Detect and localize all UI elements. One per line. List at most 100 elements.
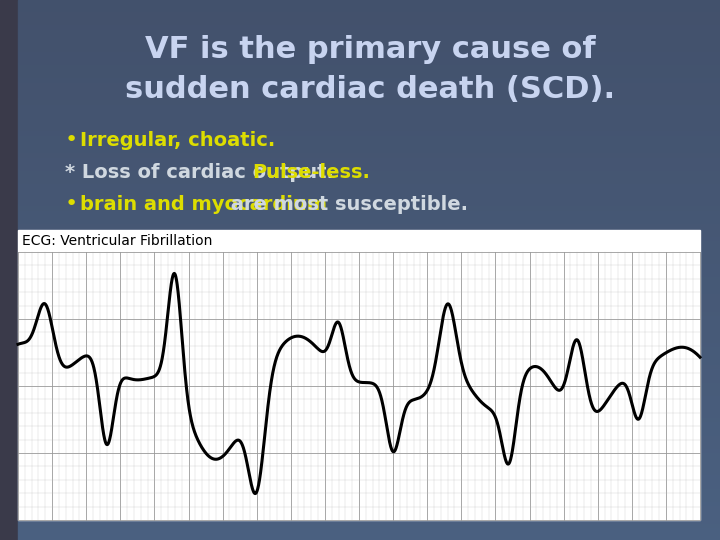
- Bar: [18, 247, 720, 248]
- Bar: [18, 20, 720, 21]
- Bar: [18, 423, 720, 424]
- Bar: [18, 85, 720, 86]
- Bar: [18, 298, 720, 299]
- Bar: [18, 505, 720, 506]
- Bar: [18, 86, 720, 87]
- Bar: [18, 54, 720, 55]
- Bar: [18, 500, 720, 501]
- Bar: [18, 47, 720, 48]
- Bar: [18, 147, 720, 148]
- Bar: [18, 198, 720, 199]
- Bar: [18, 420, 720, 421]
- Bar: [18, 111, 720, 112]
- Bar: [18, 245, 720, 246]
- Bar: [18, 184, 720, 185]
- Bar: [18, 114, 720, 115]
- Bar: [18, 248, 720, 249]
- Bar: [18, 170, 720, 171]
- Bar: [18, 371, 720, 372]
- Bar: [18, 317, 720, 318]
- Bar: [18, 187, 720, 188]
- Bar: [18, 269, 720, 270]
- Bar: [18, 270, 720, 271]
- Bar: [18, 177, 720, 178]
- Bar: [18, 440, 720, 441]
- Bar: [18, 534, 720, 535]
- Bar: [18, 431, 720, 432]
- Bar: [18, 71, 720, 72]
- Text: •: •: [65, 130, 78, 150]
- Bar: [18, 55, 720, 56]
- Bar: [18, 379, 720, 380]
- Bar: [18, 136, 720, 137]
- Bar: [18, 297, 720, 298]
- Bar: [18, 442, 720, 443]
- Bar: [18, 91, 720, 92]
- Bar: [18, 133, 720, 134]
- Bar: [18, 396, 720, 397]
- Bar: [18, 335, 720, 336]
- Bar: [18, 255, 720, 256]
- Bar: [18, 339, 720, 340]
- Bar: [18, 472, 720, 473]
- Bar: [18, 509, 720, 510]
- Bar: [18, 158, 720, 159]
- Bar: [18, 145, 720, 146]
- Bar: [18, 40, 720, 41]
- Bar: [18, 344, 720, 345]
- Bar: [18, 512, 720, 513]
- Bar: [18, 406, 720, 407]
- Bar: [18, 493, 720, 494]
- Bar: [18, 226, 720, 227]
- Bar: [18, 491, 720, 492]
- Bar: [18, 174, 720, 175]
- Bar: [18, 424, 720, 425]
- Bar: [18, 199, 720, 200]
- Bar: [18, 35, 720, 36]
- Bar: [18, 365, 720, 366]
- Bar: [18, 165, 720, 166]
- Bar: [18, 533, 720, 534]
- Bar: [18, 383, 720, 384]
- Bar: [18, 246, 720, 247]
- Bar: [18, 320, 720, 321]
- Bar: [18, 380, 720, 381]
- Bar: [18, 536, 720, 537]
- Bar: [18, 484, 720, 485]
- Bar: [18, 16, 720, 17]
- Bar: [18, 15, 720, 16]
- Bar: [18, 286, 720, 287]
- Bar: [18, 482, 720, 483]
- Bar: [18, 487, 720, 488]
- Bar: [18, 330, 720, 331]
- Bar: [18, 501, 720, 502]
- Bar: [18, 325, 720, 326]
- Bar: [18, 490, 720, 491]
- Bar: [18, 479, 720, 480]
- Bar: [18, 315, 720, 316]
- Bar: [18, 43, 720, 44]
- Bar: [18, 52, 720, 53]
- Bar: [18, 407, 720, 408]
- Bar: [18, 271, 720, 272]
- Bar: [18, 130, 720, 131]
- Bar: [18, 436, 720, 437]
- Bar: [18, 112, 720, 113]
- Bar: [18, 361, 720, 362]
- Bar: [18, 422, 720, 423]
- Bar: [18, 510, 720, 511]
- Bar: [18, 8, 720, 9]
- Bar: [18, 527, 720, 528]
- Bar: [18, 503, 720, 504]
- Bar: [18, 156, 720, 157]
- Text: ECG: Ventricular Fibrillation: ECG: Ventricular Fibrillation: [22, 234, 212, 248]
- Bar: [18, 364, 720, 365]
- Bar: [18, 303, 720, 304]
- Bar: [18, 288, 720, 289]
- Bar: [18, 521, 720, 522]
- Bar: [18, 117, 720, 118]
- Bar: [18, 309, 720, 310]
- Bar: [18, 516, 720, 517]
- Bar: [18, 18, 720, 19]
- Bar: [18, 289, 720, 290]
